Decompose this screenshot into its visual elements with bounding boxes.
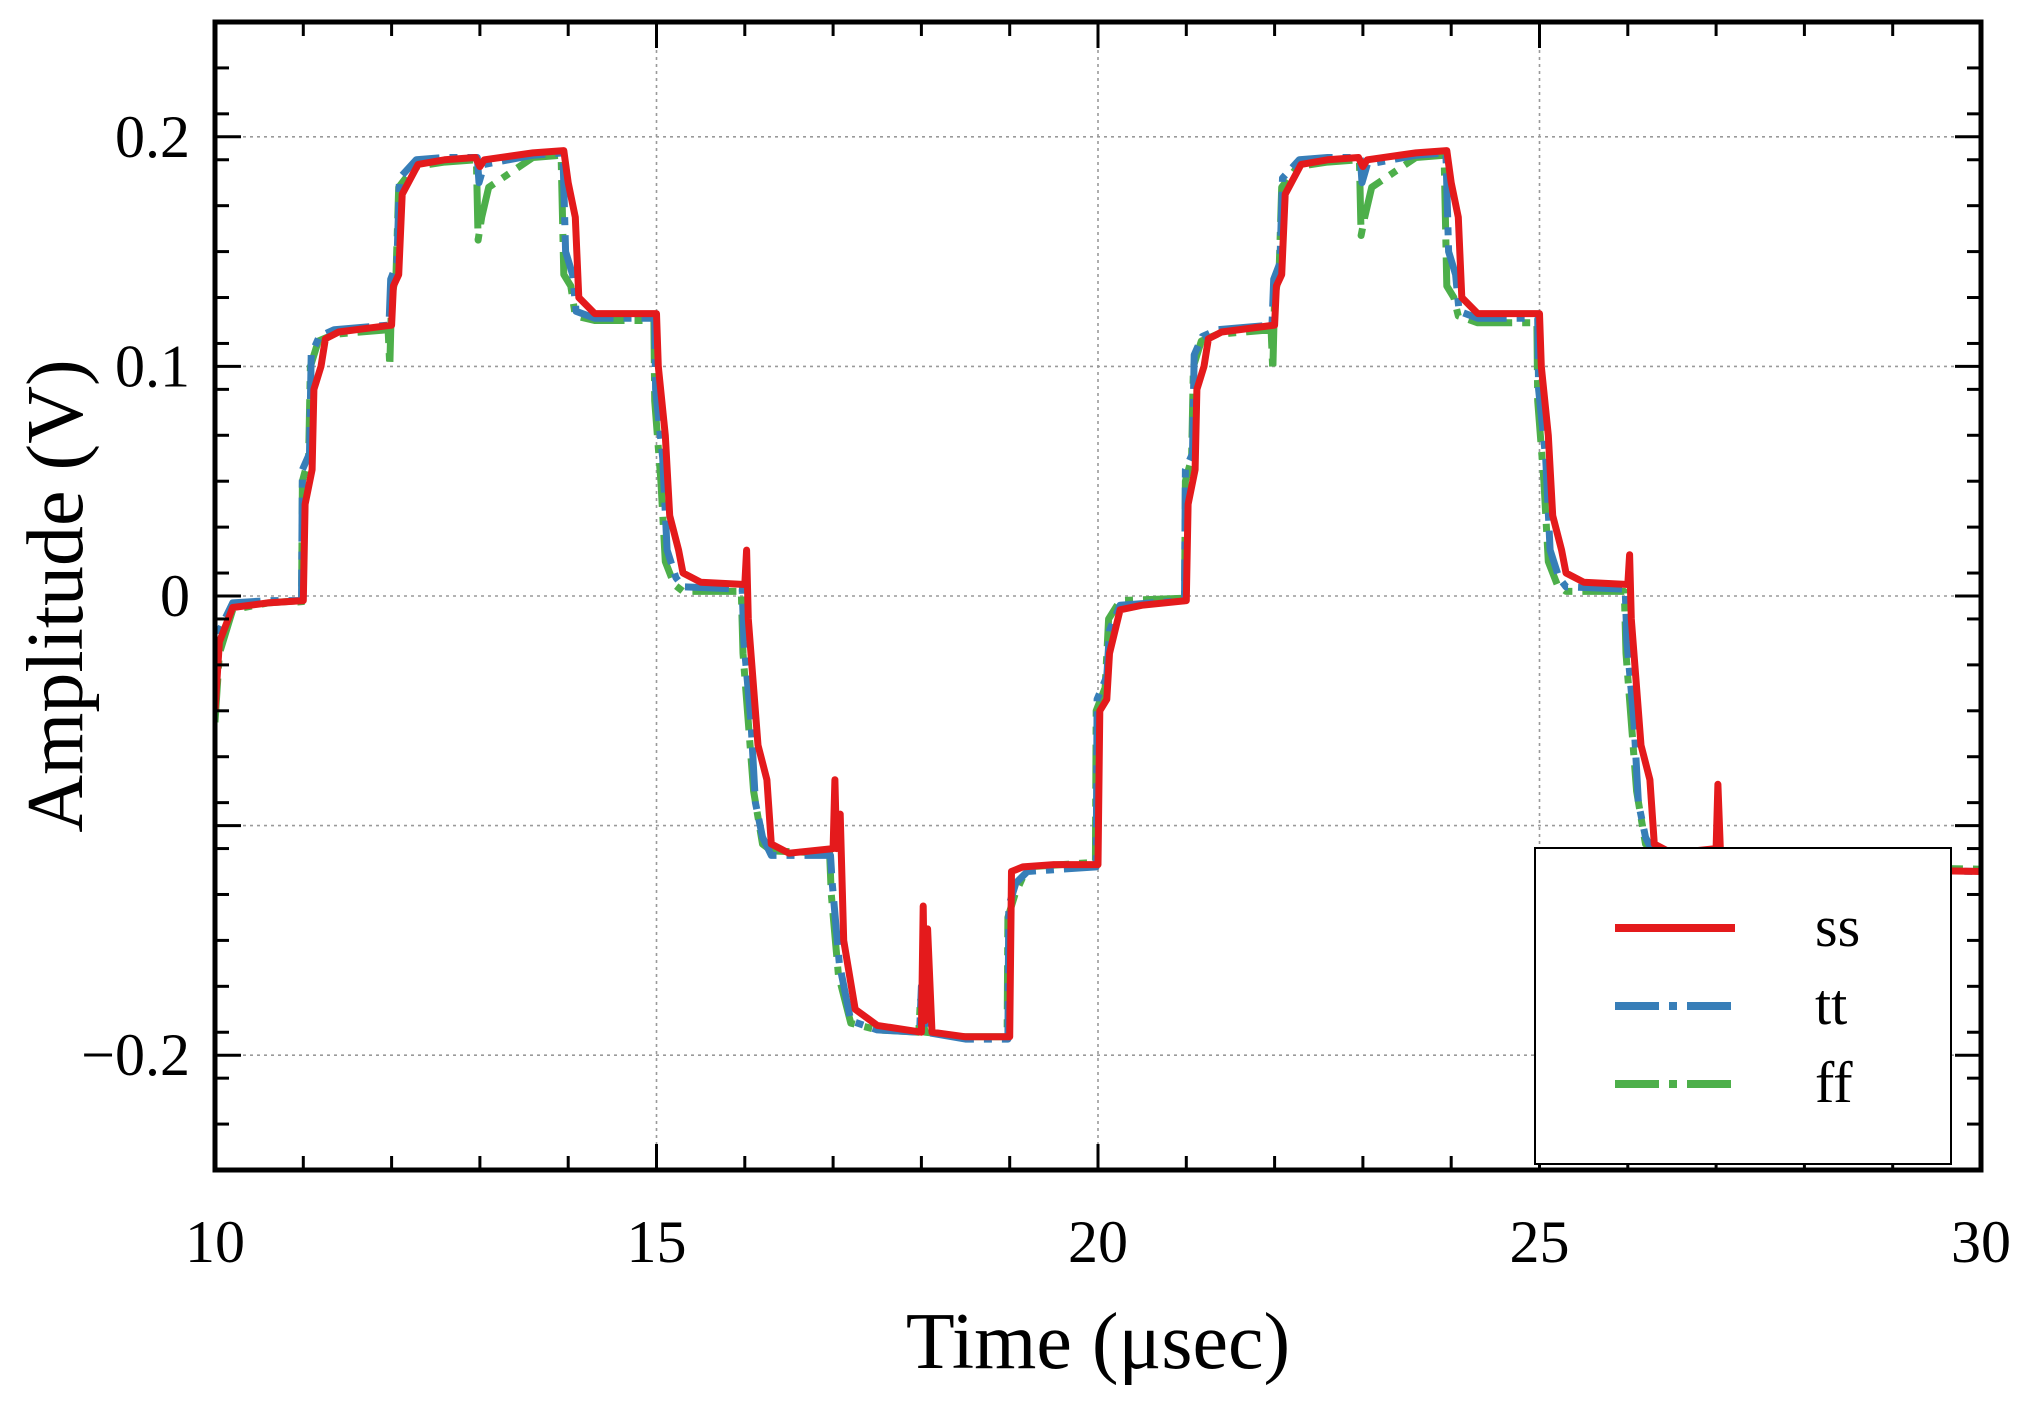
x-tick-label: 30 [1951,1209,2011,1275]
x-tick-label: 10 [185,1209,245,1275]
x-axis-title: Time (μsec) [906,1298,1290,1386]
y-axis-title: Amplitude (V) [12,359,100,832]
y-tick-label: −0.2 [81,1022,190,1088]
series-layer [215,147,1981,1043]
legend-box [1534,847,1952,1165]
y-tick-label: 0.2 [115,104,190,170]
x-tick-labels: 10 15 20 25 30 [185,1209,2011,1275]
legend-label-ff: ff [1815,1050,1853,1115]
x-tick-label: 20 [1068,1209,1128,1275]
x-tick-label: 25 [1510,1209,1570,1275]
x-tick-label: 15 [627,1209,687,1275]
y-tick-label: 0.1 [115,333,190,399]
legend-entries: ss tt ff [1615,894,1860,1115]
legend: ss tt ff [1534,847,1952,1165]
series-line-ss [215,147,1981,1041]
y-tick-labels: 0.2 0.1 0 −0.2 [81,104,190,1088]
ticks [213,20,1983,1172]
legend-label-ss: ss [1815,894,1860,959]
legend-label-tt: tt [1815,972,1847,1037]
y-tick-label: 0 [160,563,190,629]
